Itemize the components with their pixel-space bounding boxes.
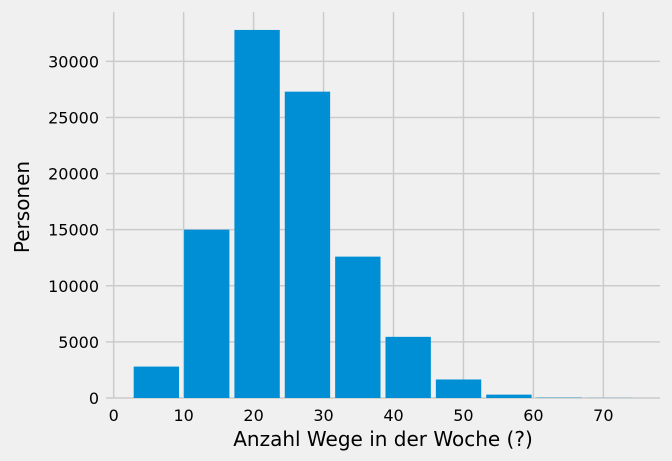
y-tick-labels: 0 5000 10000 15000 20000 25000 30000 — [48, 52, 99, 408]
x-tick-label: 0 — [109, 406, 119, 425]
x-tick-label: 10 — [173, 406, 193, 425]
x-tick-label: 70 — [593, 406, 613, 425]
y-tick-label: 0 — [89, 389, 99, 408]
bar — [184, 229, 230, 398]
y-tick-label: 5000 — [58, 333, 99, 352]
bar — [133, 366, 180, 398]
bar — [335, 256, 381, 398]
bar — [486, 394, 532, 398]
y-tick-label: 25000 — [48, 108, 99, 127]
x-tick-label: 30 — [313, 406, 333, 425]
bars — [133, 29, 633, 398]
x-axis-label: Anzahl Wege in der Woche (?) — [233, 427, 533, 451]
bar — [435, 379, 482, 398]
x-tick-label: 60 — [523, 406, 543, 425]
x-tick-label: 20 — [243, 406, 263, 425]
x-tick-label: 50 — [453, 406, 473, 425]
y-tick-label: 15000 — [48, 221, 99, 240]
bar — [385, 336, 431, 398]
y-tick-label: 30000 — [48, 52, 99, 71]
bar — [284, 91, 331, 398]
y-tick-label: 20000 — [48, 165, 99, 184]
bar — [234, 29, 280, 398]
x-tick-labels: 0 10 20 30 40 50 60 70 — [109, 406, 614, 425]
y-tick-label: 10000 — [48, 277, 99, 296]
y-axis-label: Personen — [10, 161, 34, 253]
x-tick-label: 40 — [383, 406, 403, 425]
